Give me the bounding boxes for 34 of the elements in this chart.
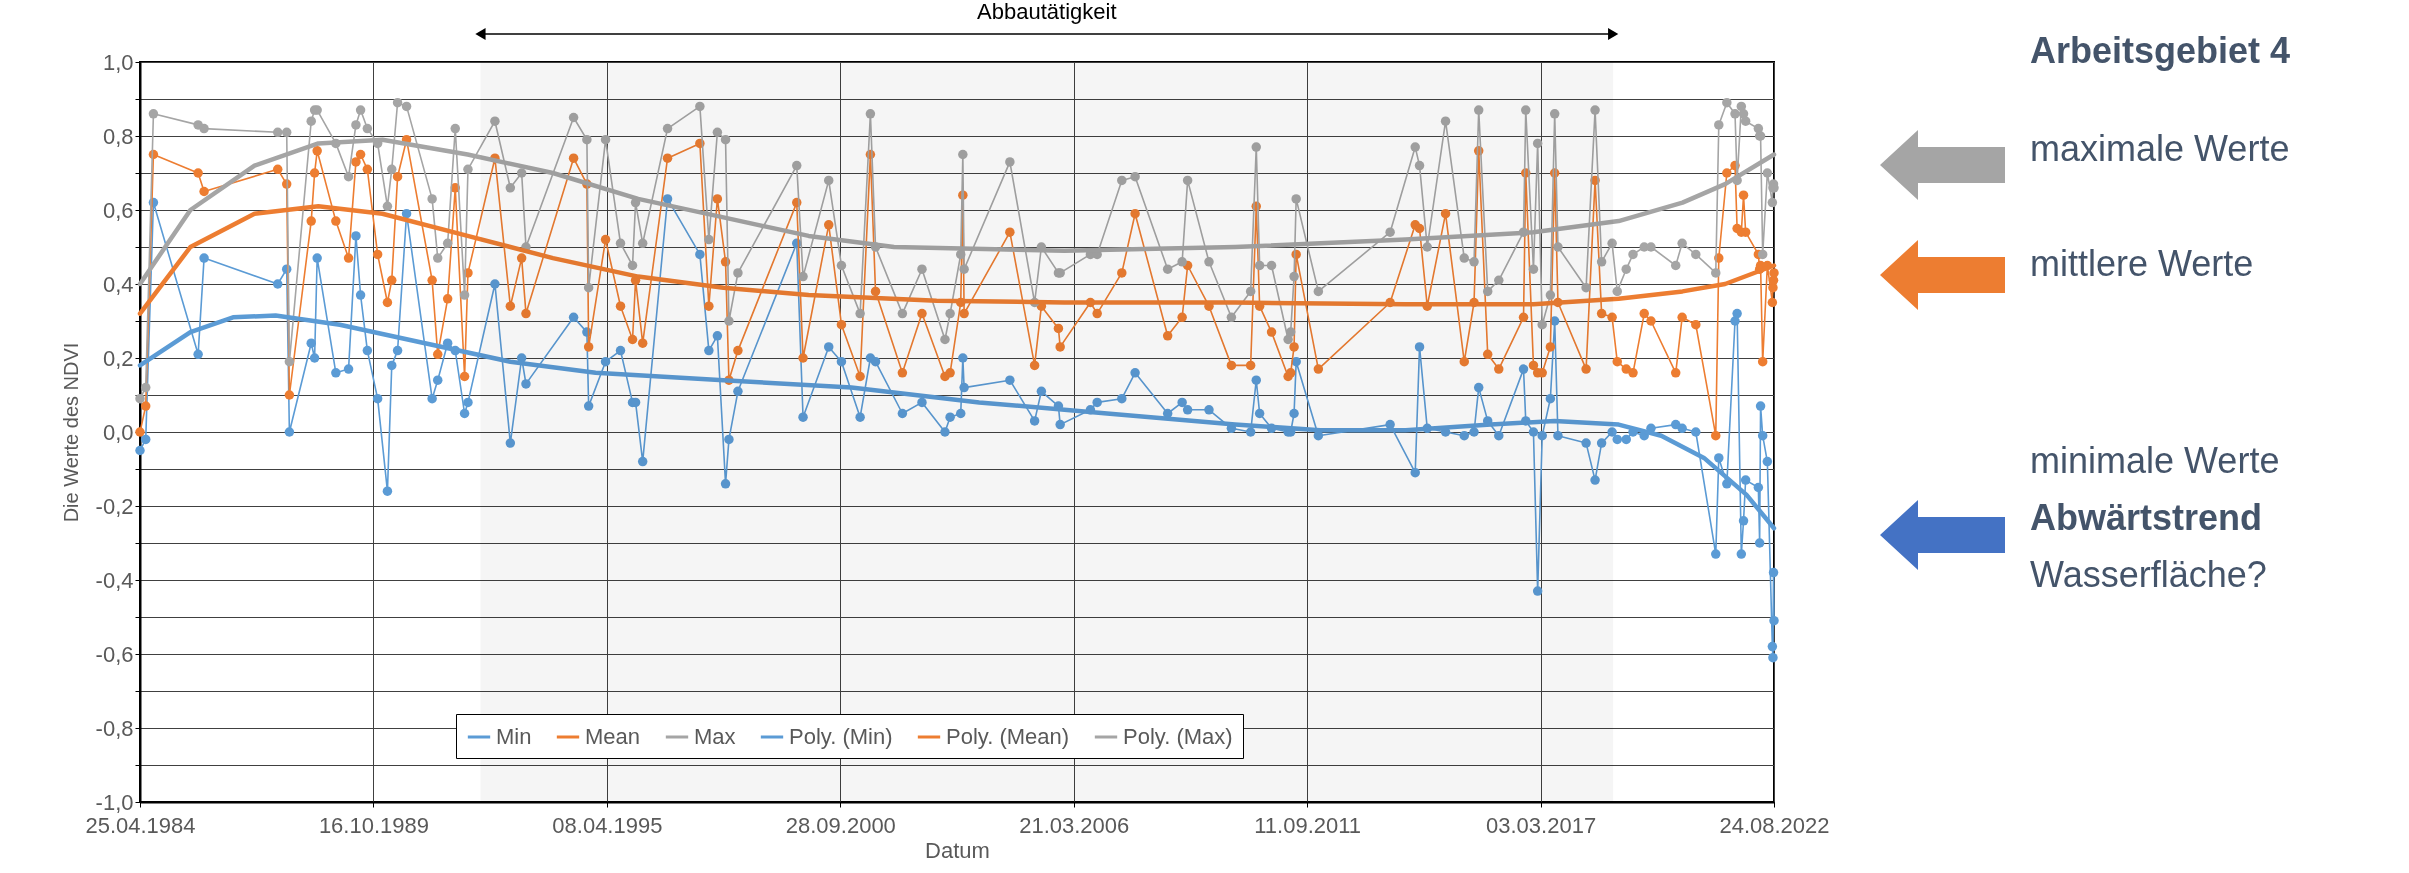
x-tick-label: 25.04.1984 [85,812,196,838]
x-tick-label: 24.08.2022 [1719,812,1830,838]
x-axis-title: Datum [925,837,990,863]
x-tick-label: 11.09.2011 [1254,812,1362,838]
text: Arbeitsgebiet 4 [2030,30,2291,72]
text: Abwärtstrend [2030,497,2263,539]
text: Wasserfläche? [2030,554,2267,596]
legend-label: Poly. (Mean) [946,724,1070,749]
band-label: Abbautätigkeit [977,0,1117,24]
y-tick-label: -0,4 [95,567,134,593]
y-tick-label: 0,0 [102,419,134,445]
legend-label: Mean [585,724,641,749]
text: maximale Werte [2030,128,2290,170]
y-tick-label: 0,6 [102,197,134,223]
y-tick-label: 1,0 [102,49,134,75]
y-tick-label: 0,4 [102,271,134,297]
y-tick-label: -0,8 [95,715,134,741]
text: mittlere Werte [2030,243,2254,285]
y-tick-label: -0,6 [95,641,134,667]
legend-label: Min [496,724,532,749]
legend-label: Poly. (Max) [1123,724,1233,749]
legend-label: Max [694,724,736,749]
x-tick-label: 21.03.2006 [1019,812,1130,838]
x-tick-label: 28.09.2000 [785,812,896,838]
legend-label: Poly. (Min) [789,724,893,749]
y-tick-label: 0,8 [102,123,134,149]
x-tick-label: 03.03.2017 [1486,812,1597,838]
text: minimale Werte [2030,440,2280,482]
y-tick-label: 0,2 [102,345,134,371]
y-tick-label: -1,0 [95,789,134,815]
x-tick-label: 16.10.1989 [318,812,429,838]
y-axis-title: Die Werte des NDVI [59,342,82,523]
y-tick-label: -0,2 [95,493,134,519]
x-tick-label: 08.04.1995 [552,812,663,838]
